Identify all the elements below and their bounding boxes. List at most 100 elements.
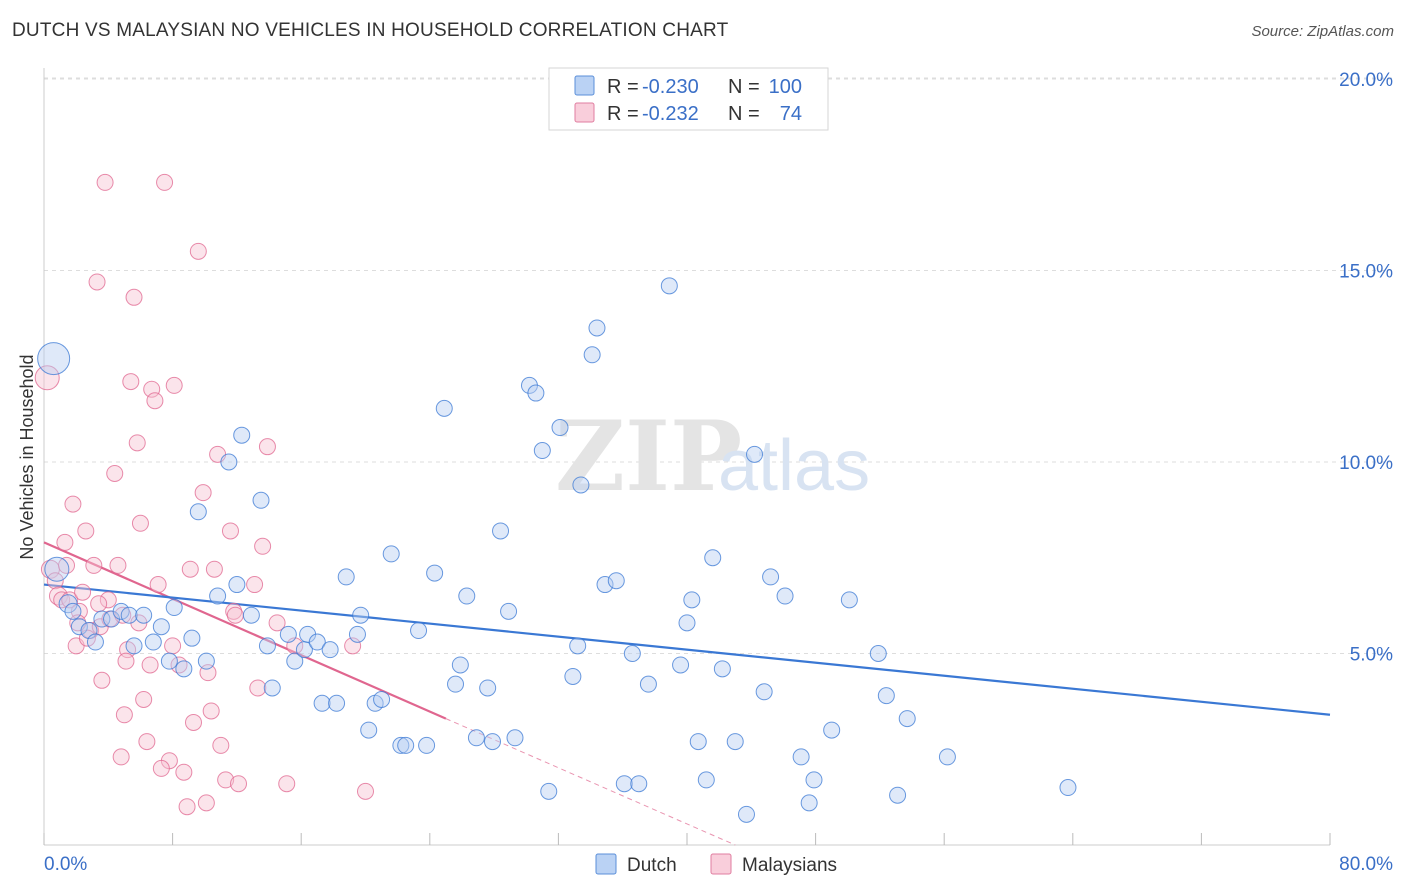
malaysian-point bbox=[230, 775, 248, 793]
malaysian-point bbox=[122, 373, 140, 391]
legend-n-value-malaysian: 74 bbox=[780, 103, 802, 125]
dutch-point bbox=[938, 748, 956, 766]
dutch-point bbox=[252, 491, 270, 509]
malaysian-point bbox=[278, 775, 296, 793]
dutch-point bbox=[898, 710, 916, 728]
malaysian-trend-extension bbox=[445, 718, 736, 846]
dutch-point bbox=[492, 522, 510, 540]
dutch-point bbox=[321, 641, 339, 659]
malaysian-point bbox=[357, 782, 374, 800]
dutch-point bbox=[564, 667, 582, 685]
legend-box: R = -0.230 N = 100 R = -0.232 N = 74 bbox=[548, 67, 829, 131]
malaysian-point bbox=[138, 733, 156, 751]
dutch-point bbox=[533, 442, 551, 460]
dutch-point bbox=[678, 614, 696, 632]
malaysian-point bbox=[202, 702, 220, 720]
dutch-point bbox=[588, 319, 606, 337]
dutch-point bbox=[189, 503, 207, 521]
malaysian-point bbox=[226, 606, 244, 624]
dutch-point bbox=[258, 637, 276, 655]
dutch-point bbox=[713, 660, 731, 678]
dutch-point bbox=[313, 694, 331, 712]
y-tick-label: 5.0% bbox=[1350, 645, 1393, 666]
malaysian-point bbox=[156, 173, 174, 191]
y-tick-label: 15.0% bbox=[1339, 262, 1393, 283]
dutch-point bbox=[175, 660, 193, 678]
dutch-point bbox=[447, 675, 465, 693]
dutch-point bbox=[286, 652, 304, 670]
y-tick-label: 20.0% bbox=[1339, 70, 1393, 91]
tick-labels: 5.0% 10.0% 15.0% 20.0% 0.0% 80.0% bbox=[44, 70, 1393, 875]
dutch-point bbox=[410, 622, 428, 640]
dutch-point bbox=[451, 656, 469, 674]
malaysian-point bbox=[205, 560, 223, 578]
dutch-point bbox=[165, 599, 183, 617]
dutch-point bbox=[583, 346, 601, 364]
malaysian-point bbox=[258, 438, 276, 456]
dutch-point bbox=[382, 545, 400, 563]
dutch-point bbox=[877, 687, 895, 705]
axes bbox=[43, 68, 1331, 846]
dutch-point bbox=[360, 721, 378, 739]
bottom-legend-swatch-dutch bbox=[595, 853, 617, 875]
dutch-point bbox=[639, 675, 657, 693]
y-axis-label: No Vehicles in Household bbox=[17, 354, 37, 559]
malaysian-point bbox=[64, 495, 82, 513]
dutch-point bbox=[308, 633, 326, 651]
malaysian-point bbox=[117, 652, 135, 670]
malaysian-point bbox=[58, 556, 76, 574]
bottom-legend-label-malaysian: Malaysians bbox=[742, 855, 837, 876]
dutch-point bbox=[572, 476, 590, 494]
dutch-point bbox=[762, 568, 780, 586]
dutch-point bbox=[220, 453, 238, 471]
malaysian-point bbox=[268, 614, 286, 632]
malaysian-point bbox=[221, 522, 239, 540]
malaysian-point bbox=[88, 273, 106, 291]
malaysian-point bbox=[178, 798, 196, 816]
dutch-point bbox=[506, 729, 524, 747]
malaysian-point bbox=[99, 591, 117, 609]
legend-n-label-dutch: N = bbox=[728, 76, 760, 98]
malaysian-point bbox=[146, 392, 164, 410]
malaysian-point bbox=[106, 464, 124, 482]
dutch-point bbox=[183, 629, 201, 647]
dutch-point bbox=[373, 690, 391, 708]
dutch-point bbox=[197, 652, 215, 670]
dutch-point bbox=[435, 399, 453, 417]
dutch-point bbox=[596, 576, 614, 594]
malaysian-point bbox=[197, 794, 215, 812]
malaysian-point bbox=[181, 560, 199, 578]
malaysian-point bbox=[115, 706, 133, 724]
dutch-point bbox=[527, 384, 545, 402]
malaysian-point bbox=[164, 637, 182, 655]
legend-swatch-malaysian bbox=[574, 102, 595, 123]
malaysian-point bbox=[128, 434, 146, 452]
dutch-point bbox=[160, 652, 178, 670]
dutch-point bbox=[551, 419, 569, 437]
legend-r-value-dutch: -0.230 bbox=[642, 76, 699, 98]
dutch-point bbox=[479, 679, 497, 697]
watermark-zip: ZIP bbox=[555, 400, 742, 513]
dutch-trend-line bbox=[43, 583, 1331, 716]
dutch-point bbox=[348, 625, 366, 643]
malaysian-point bbox=[74, 583, 92, 601]
dutch-point bbox=[392, 736, 410, 754]
dutch-point bbox=[660, 277, 678, 295]
dutch-point bbox=[776, 587, 794, 605]
dutch-point bbox=[623, 645, 641, 662]
bottom-legend-swatch-malaysian bbox=[710, 853, 732, 875]
malaysian-trend-line bbox=[43, 541, 447, 720]
dutch-point bbox=[840, 591, 858, 609]
malaysian-point bbox=[254, 537, 272, 555]
dutch-point bbox=[135, 606, 153, 624]
trend-lines bbox=[43, 541, 1331, 846]
malaysian-point bbox=[149, 576, 167, 594]
dutch-point bbox=[800, 794, 818, 812]
malaysian-point bbox=[131, 514, 149, 532]
malaysian-point bbox=[175, 763, 193, 781]
malaysian-point bbox=[109, 556, 127, 574]
dutch-point bbox=[500, 602, 518, 620]
legend-n-label-malaysian: N = bbox=[728, 103, 760, 125]
malaysian-point bbox=[141, 656, 159, 674]
dutch-point bbox=[689, 733, 707, 751]
